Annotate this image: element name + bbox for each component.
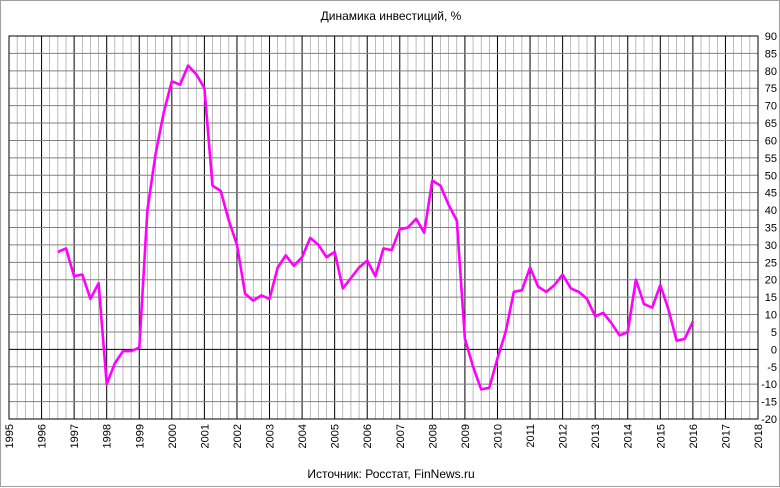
x-tick-label: 2015	[655, 424, 667, 448]
y-tick-label: 5	[771, 327, 777, 339]
y-tick-label: 85	[765, 48, 777, 60]
series-line	[57, 64, 695, 391]
x-tick-label: 2013	[590, 424, 602, 448]
y-tick-label: 60	[765, 135, 777, 147]
x-tick-label: 2012	[558, 424, 570, 448]
x-tick-label: 2005	[330, 424, 342, 448]
y-tick-label: 30	[765, 240, 777, 252]
x-tick-label: 2007	[395, 424, 407, 448]
y-tick-label: 80	[765, 66, 777, 78]
y-tick-label: 35	[765, 223, 777, 235]
y-tick-label: 75	[765, 83, 777, 95]
x-tick-label: 2002	[232, 424, 244, 448]
y-tick-label: 20	[765, 275, 777, 287]
y-tick-label: -5	[767, 362, 777, 374]
x-tick-label: 2009	[460, 424, 472, 448]
y-tick-label: 65	[765, 118, 777, 130]
y-tick-label: 40	[765, 205, 777, 217]
y-tick-label: 90	[765, 31, 777, 43]
x-tick-label: 2000	[167, 424, 179, 448]
x-tick-label: 2014	[623, 424, 635, 448]
y-tick-label: 55	[765, 153, 777, 165]
x-tick-label: 2001	[199, 424, 211, 448]
y-tick-label: -10	[761, 379, 777, 391]
x-tick-label: 2008	[427, 424, 439, 448]
x-tick-label: 2006	[362, 424, 374, 448]
x-tick-label: 1995	[4, 424, 16, 448]
chart-title: Динамика инвестиций, %	[320, 9, 462, 23]
y-tick-label: 0	[771, 344, 777, 356]
x-tick-label: 2016	[688, 424, 700, 448]
x-tick-label: 1996	[37, 424, 49, 448]
x-tick-label: 2017	[720, 424, 732, 448]
x-tick-label: 1997	[69, 424, 81, 448]
y-tick-label: 10	[765, 310, 777, 322]
x-tick-label: 1999	[134, 424, 146, 448]
x-tick-label: 1998	[102, 424, 114, 448]
y-tick-label: -15	[761, 397, 777, 409]
y-tick-label: 70	[765, 101, 777, 113]
y-tick-label: 25	[765, 257, 777, 269]
x-tick-label: 2018	[753, 424, 765, 448]
plot-border	[8, 35, 759, 420]
x-tick-label: 2011	[525, 424, 537, 448]
chart-source: Источник: Росстат, FinNews.ru	[307, 467, 475, 481]
y-tick-label: 15	[765, 292, 777, 304]
x-tick-label: 2004	[297, 424, 309, 448]
y-tick-label: 50	[765, 170, 777, 182]
x-tick-label: 2003	[265, 424, 277, 448]
y-tick-label: -20	[761, 414, 777, 426]
x-tick-label: 2010	[492, 424, 504, 448]
y-tick-label: 45	[765, 188, 777, 200]
